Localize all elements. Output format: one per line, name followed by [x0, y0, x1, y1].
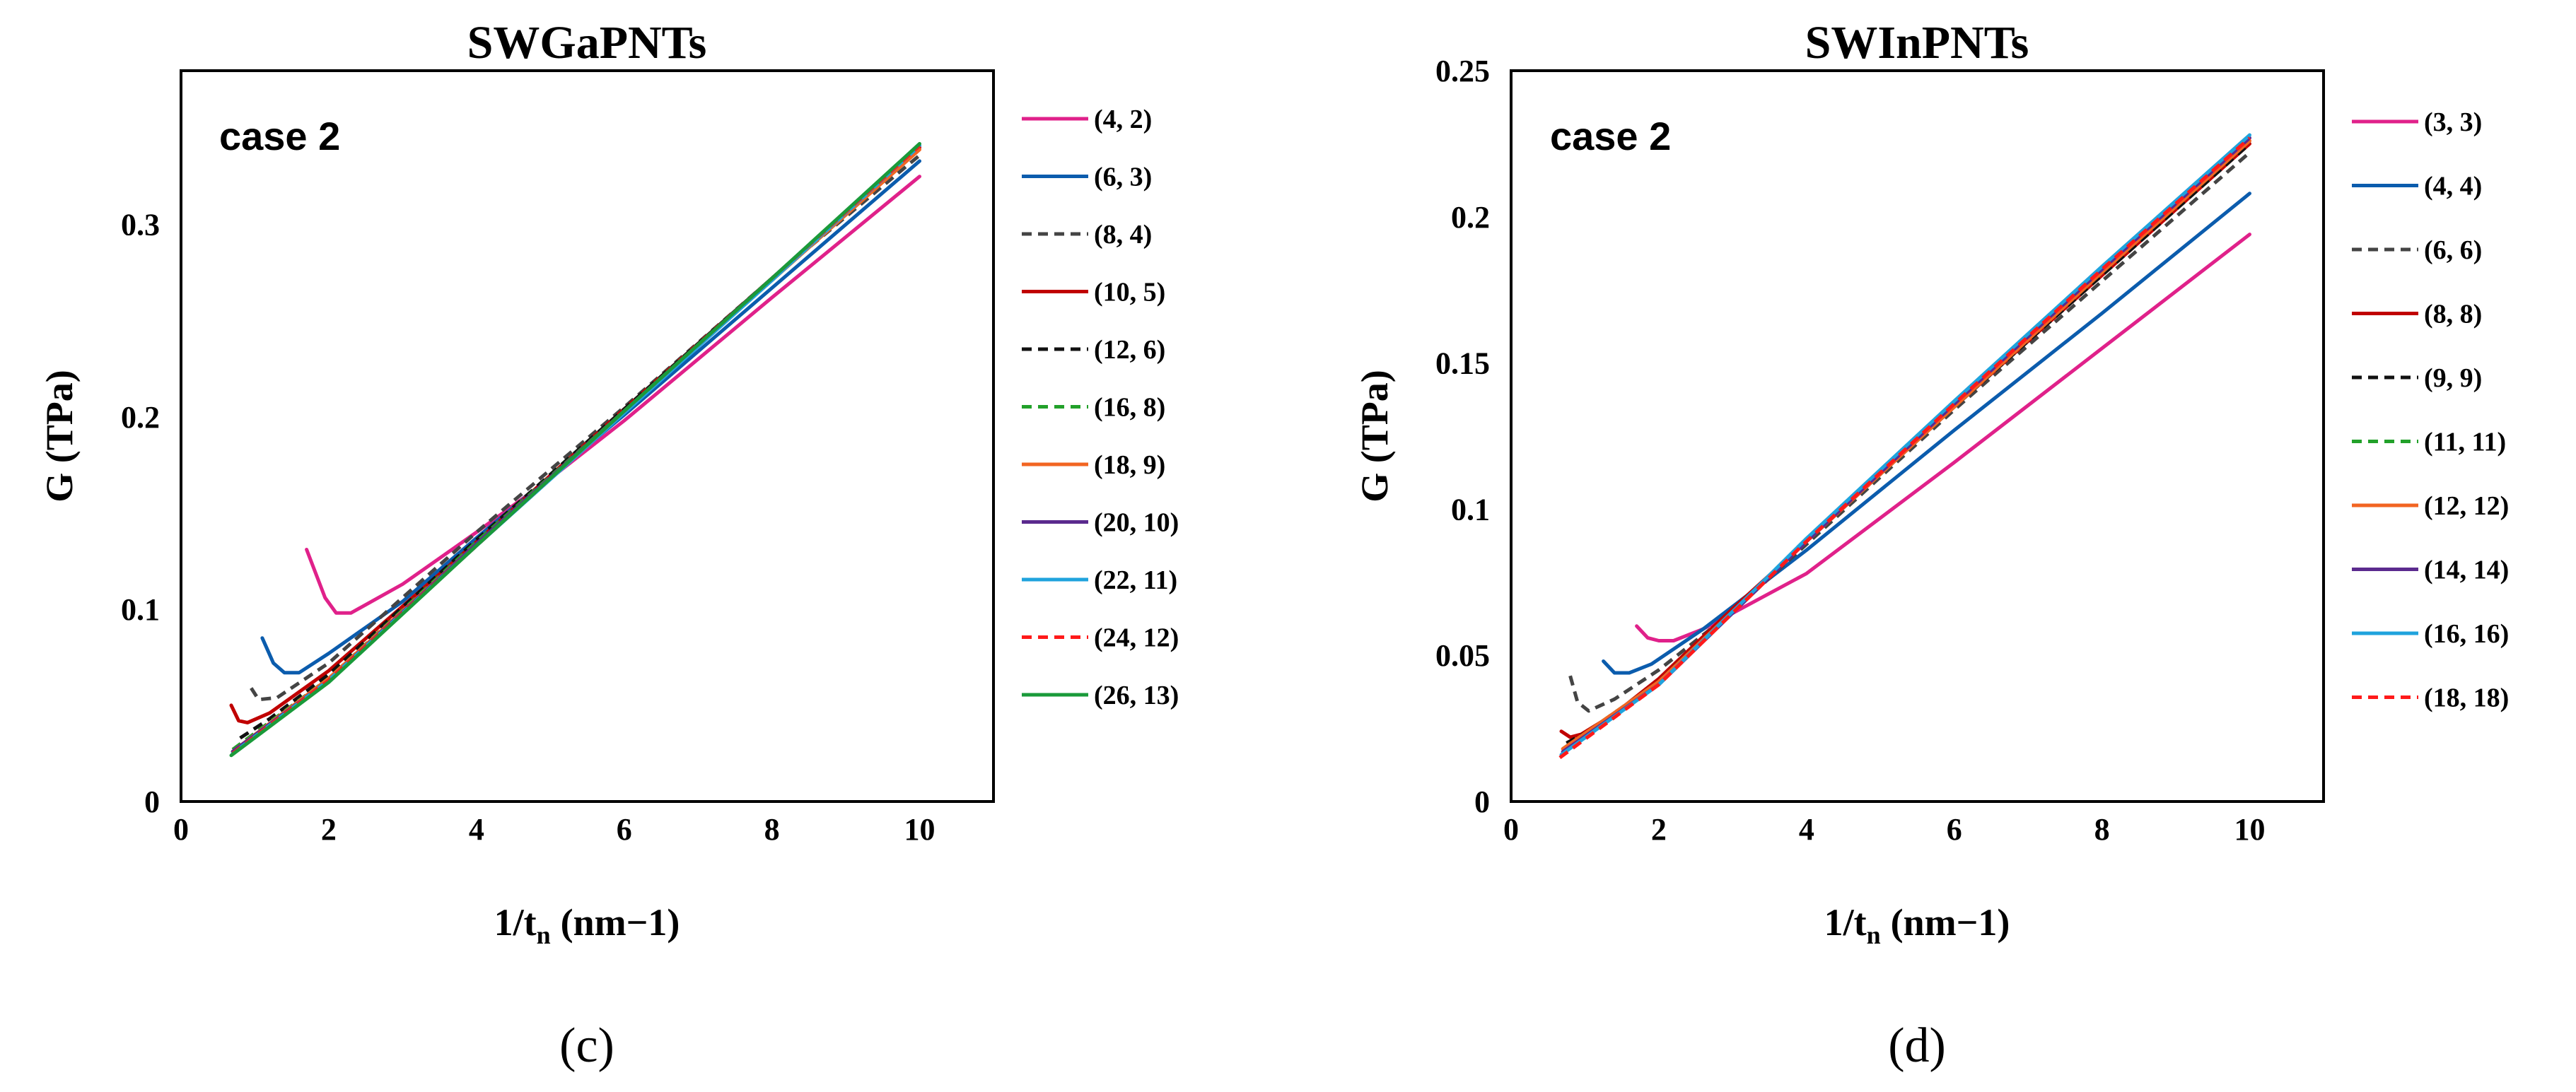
y-tick-label: 0.2	[121, 400, 160, 435]
legend-entry: (6, 6)	[2424, 235, 2482, 265]
series-line	[1568, 151, 2251, 713]
y-axis-label: G (TPa)	[1353, 370, 1396, 502]
legend: (3, 3) (4, 4) (6, 6) (8, 8) (9, 9) (11, 11) (1…	[2352, 107, 2509, 713]
x-axis-label: 1/tn (nm−1)	[1824, 901, 2010, 949]
panel-label: (d)	[1888, 1018, 1946, 1073]
series-lines	[229, 141, 921, 758]
series-line	[1602, 192, 2251, 675]
legend-entry: (4, 2)	[1094, 105, 1152, 134]
case-annotation: case 2	[219, 114, 340, 158]
chart-panel-c: SWGaPNTs case 2 0 2 4 6 8 10 0 0.1 0.2 0.3 G (TP…	[38, 17, 1179, 1073]
x-tick-labels: 0 2 4 6 8 10	[173, 812, 936, 847]
legend-entry: (20, 10)	[1094, 508, 1179, 538]
x-axis-label-main: 1/t	[1824, 901, 1867, 944]
legend-entry: (8, 4)	[1094, 220, 1152, 249]
legend-entry: (8, 8)	[2424, 300, 2482, 329]
x-tick-label: 2	[1651, 812, 1667, 847]
series-line	[1559, 133, 2251, 757]
legend-entry: (18, 18)	[2424, 683, 2509, 713]
legend-entry: (11, 11)	[2424, 428, 2506, 457]
legend-entry: (9, 9)	[2424, 363, 2482, 393]
legend-entry: (12, 12)	[2424, 491, 2509, 521]
legend-entry: (10, 5)	[1094, 278, 1165, 307]
legend-entry: (24, 12)	[1094, 623, 1179, 653]
x-tick-label: 6	[1947, 812, 1962, 847]
x-tick-label: 4	[1799, 812, 1814, 847]
x-tick-label: 0	[1503, 812, 1519, 847]
y-tick-label: 0.1	[121, 592, 160, 627]
x-tick-label: 8	[764, 812, 780, 847]
series-line	[1558, 136, 2251, 760]
series-lines	[1558, 133, 2251, 760]
legend: (4, 2) (6, 3) (8, 4) (10, 5) (12, 6) (16, 8) (…	[1022, 105, 1179, 710]
legend-entry: (22, 11)	[1094, 565, 1177, 595]
plot-area	[1510, 69, 2325, 803]
series-line	[305, 175, 921, 615]
x-tick-labels: 0 2 4 6 8 10	[1503, 812, 2266, 847]
x-axis-label-unit: (nm−1)	[1891, 901, 2010, 944]
case-annotation: case 2	[1550, 114, 1671, 158]
legend-entry: (6, 3)	[1094, 163, 1152, 192]
x-tick-label: 6	[617, 812, 632, 847]
chart-title: SWInPNTs	[1805, 17, 2029, 69]
y-axis-label: G (TPa)	[38, 370, 81, 502]
y-tick-label: 0.15	[1435, 346, 1490, 381]
y-tick-label: 0	[144, 785, 160, 819]
y-tick-label: 0.2	[1451, 200, 1490, 235]
x-axis-label-main: 1/t	[494, 901, 537, 944]
legend-entry: (4, 4)	[2424, 172, 2482, 201]
y-tick-label: 0.3	[121, 208, 160, 242]
y-tick-labels: 0 0.1 0.2 0.3	[121, 208, 160, 819]
legend-entry: (16, 16)	[2424, 619, 2509, 649]
x-tick-label: 0	[173, 812, 189, 847]
series-line	[250, 153, 921, 702]
x-tick-label: 8	[2094, 812, 2110, 847]
panel-label: (c)	[559, 1018, 614, 1073]
legend-entry: (26, 13)	[1094, 681, 1179, 710]
y-tick-label: 0	[1474, 785, 1490, 819]
x-tick-label: 10	[904, 812, 936, 847]
x-tick-label: 4	[469, 812, 484, 847]
legend-entry: (3, 3)	[2424, 107, 2482, 137]
legend-entry: (18, 9)	[1094, 450, 1165, 480]
y-tick-label: 0.05	[1435, 638, 1490, 673]
series-line	[229, 141, 921, 758]
y-tick-label: 0.1	[1451, 492, 1490, 527]
x-axis-label-sub: n	[537, 921, 551, 949]
legend-entry: (14, 14)	[2424, 556, 2509, 585]
y-tick-label: 0.25	[1435, 54, 1490, 88]
x-tick-label: 10	[2234, 812, 2266, 847]
series-line	[260, 159, 921, 675]
series-line	[229, 146, 921, 724]
x-tick-label: 2	[321, 812, 337, 847]
chart-title: SWGaPNTs	[467, 17, 707, 69]
x-axis-label-unit: (nm−1)	[561, 901, 680, 944]
y-tick-labels: 0 0.05 0.1 0.15 0.2 0.25	[1435, 54, 1490, 819]
legend-entry: (16, 8)	[1094, 393, 1165, 423]
chart-panel-d: SWInPNTs case 2 0 2 4 6 8 10 00.050.10.150.20…	[1353, 17, 2509, 1073]
legend-entry: (12, 6)	[1094, 335, 1165, 365]
x-axis-label-sub: n	[1867, 921, 1881, 949]
x-axis-label: 1/tn (nm−1)	[494, 901, 680, 949]
plot-area	[180, 69, 995, 803]
